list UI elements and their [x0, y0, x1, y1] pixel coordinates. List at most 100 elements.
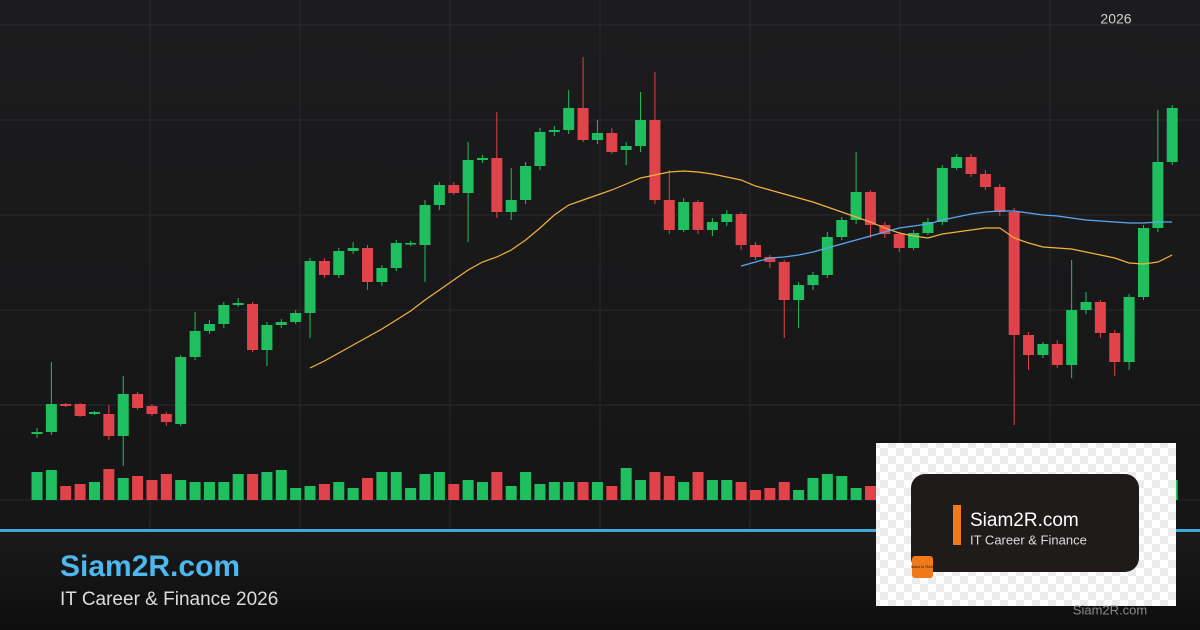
- candle-body: [31, 432, 43, 434]
- candle-body: [951, 157, 963, 168]
- candle-body: [203, 324, 215, 331]
- candle-body: [362, 248, 374, 282]
- volume-bar: [103, 469, 115, 500]
- volume-bar: [60, 486, 72, 500]
- candle-body: [721, 214, 733, 222]
- candle-body: [606, 133, 618, 152]
- volume-bar: [376, 472, 388, 500]
- candle-body: [1008, 212, 1020, 335]
- candle-body: [893, 234, 905, 248]
- candle-body: [1037, 344, 1049, 355]
- candle-body: [419, 205, 431, 245]
- volume-bar: [304, 486, 316, 500]
- volume-bar: [850, 488, 862, 500]
- candle-body: [1094, 302, 1106, 333]
- candle-body: [778, 262, 790, 300]
- volume-bar: [405, 488, 417, 500]
- candle-body: [936, 168, 948, 222]
- candle-body: [247, 304, 259, 350]
- volume-bar: [74, 484, 86, 500]
- candle-body: [807, 275, 819, 285]
- volume-bar: [735, 482, 747, 500]
- candle-body: [1137, 228, 1149, 297]
- volume-bar: [548, 482, 560, 500]
- logo-title: Siam2R.com: [970, 510, 1079, 531]
- candle-body: [433, 185, 445, 205]
- candle-body: [318, 261, 330, 275]
- candle-body: [1152, 162, 1164, 228]
- candle-body: [290, 313, 302, 322]
- candle-body: [635, 120, 647, 146]
- volume-bar: [764, 488, 776, 500]
- candle-body: [45, 404, 57, 432]
- candle-body: [548, 130, 560, 132]
- volume-bar: [491, 472, 503, 500]
- volume-bar: [189, 482, 201, 500]
- candle-body: [376, 268, 388, 282]
- logo-panel: [911, 474, 1139, 572]
- candle-body: [821, 237, 833, 275]
- candle-body: [750, 245, 761, 257]
- volume-bar: [117, 478, 129, 500]
- candle-body: [146, 406, 158, 414]
- candle-body: [836, 220, 848, 237]
- volume-bar: [821, 474, 833, 500]
- candle-body: [1023, 335, 1035, 355]
- candle-body: [864, 192, 876, 225]
- logo-badge-text: Siam to Rich: [911, 564, 934, 569]
- volume-bar: [778, 482, 790, 500]
- candle-body: [620, 146, 632, 150]
- volume-bar: [620, 468, 632, 500]
- candle-body: [764, 257, 776, 262]
- candle-body: [117, 394, 129, 436]
- annotation: 2026: [1100, 11, 1131, 27]
- candle-body: [563, 108, 575, 130]
- candle-body: [333, 251, 345, 275]
- candle-body: [405, 243, 417, 245]
- volume-bar: [203, 482, 215, 500]
- candle-body: [261, 325, 273, 350]
- volume-bar: [218, 482, 230, 500]
- volume-bar: [275, 470, 287, 500]
- candle-body: [132, 394, 144, 408]
- candle-body: [735, 214, 747, 245]
- candle-body: [448, 185, 460, 193]
- volume-bar: [836, 476, 848, 500]
- volume-bar: [448, 484, 460, 500]
- volume-bar: [706, 480, 718, 500]
- volume-bar: [563, 482, 575, 500]
- candle-body: [663, 200, 675, 230]
- volume-bar: [31, 472, 43, 500]
- candle-body: [74, 404, 86, 416]
- candle-body: [347, 248, 359, 251]
- volume-bar: [476, 482, 488, 500]
- volume-bar: [606, 486, 618, 500]
- volume-bar: [290, 488, 302, 500]
- candle-body: [678, 202, 690, 230]
- candle-body: [1066, 310, 1078, 365]
- watermark: Siam2R.com: [1073, 602, 1147, 617]
- volume-bar: [146, 480, 158, 500]
- candle-body: [979, 174, 991, 187]
- candle-body: [390, 243, 402, 268]
- candle-body: [275, 322, 287, 325]
- brand-subtitle: IT Career & Finance 2026: [60, 589, 278, 610]
- divider: [0, 529, 1200, 532]
- volume-bar: [721, 480, 733, 500]
- volume-bar: [534, 484, 546, 500]
- candle-body: [520, 166, 532, 200]
- candle-body: [232, 303, 244, 305]
- volume-bar: [663, 476, 675, 500]
- candle-body: [103, 414, 115, 436]
- volume-bar: [807, 478, 819, 500]
- logo-subtitle: IT Career & Finance: [970, 532, 1087, 547]
- candle-body: [60, 404, 72, 406]
- candle-body: [218, 305, 230, 324]
- candle-body: [505, 200, 517, 212]
- candle-body: [692, 202, 704, 230]
- volume-bar: [261, 472, 273, 500]
- volume-bar: [462, 480, 474, 500]
- candle-body: [879, 225, 891, 234]
- volume-bar: [649, 472, 661, 500]
